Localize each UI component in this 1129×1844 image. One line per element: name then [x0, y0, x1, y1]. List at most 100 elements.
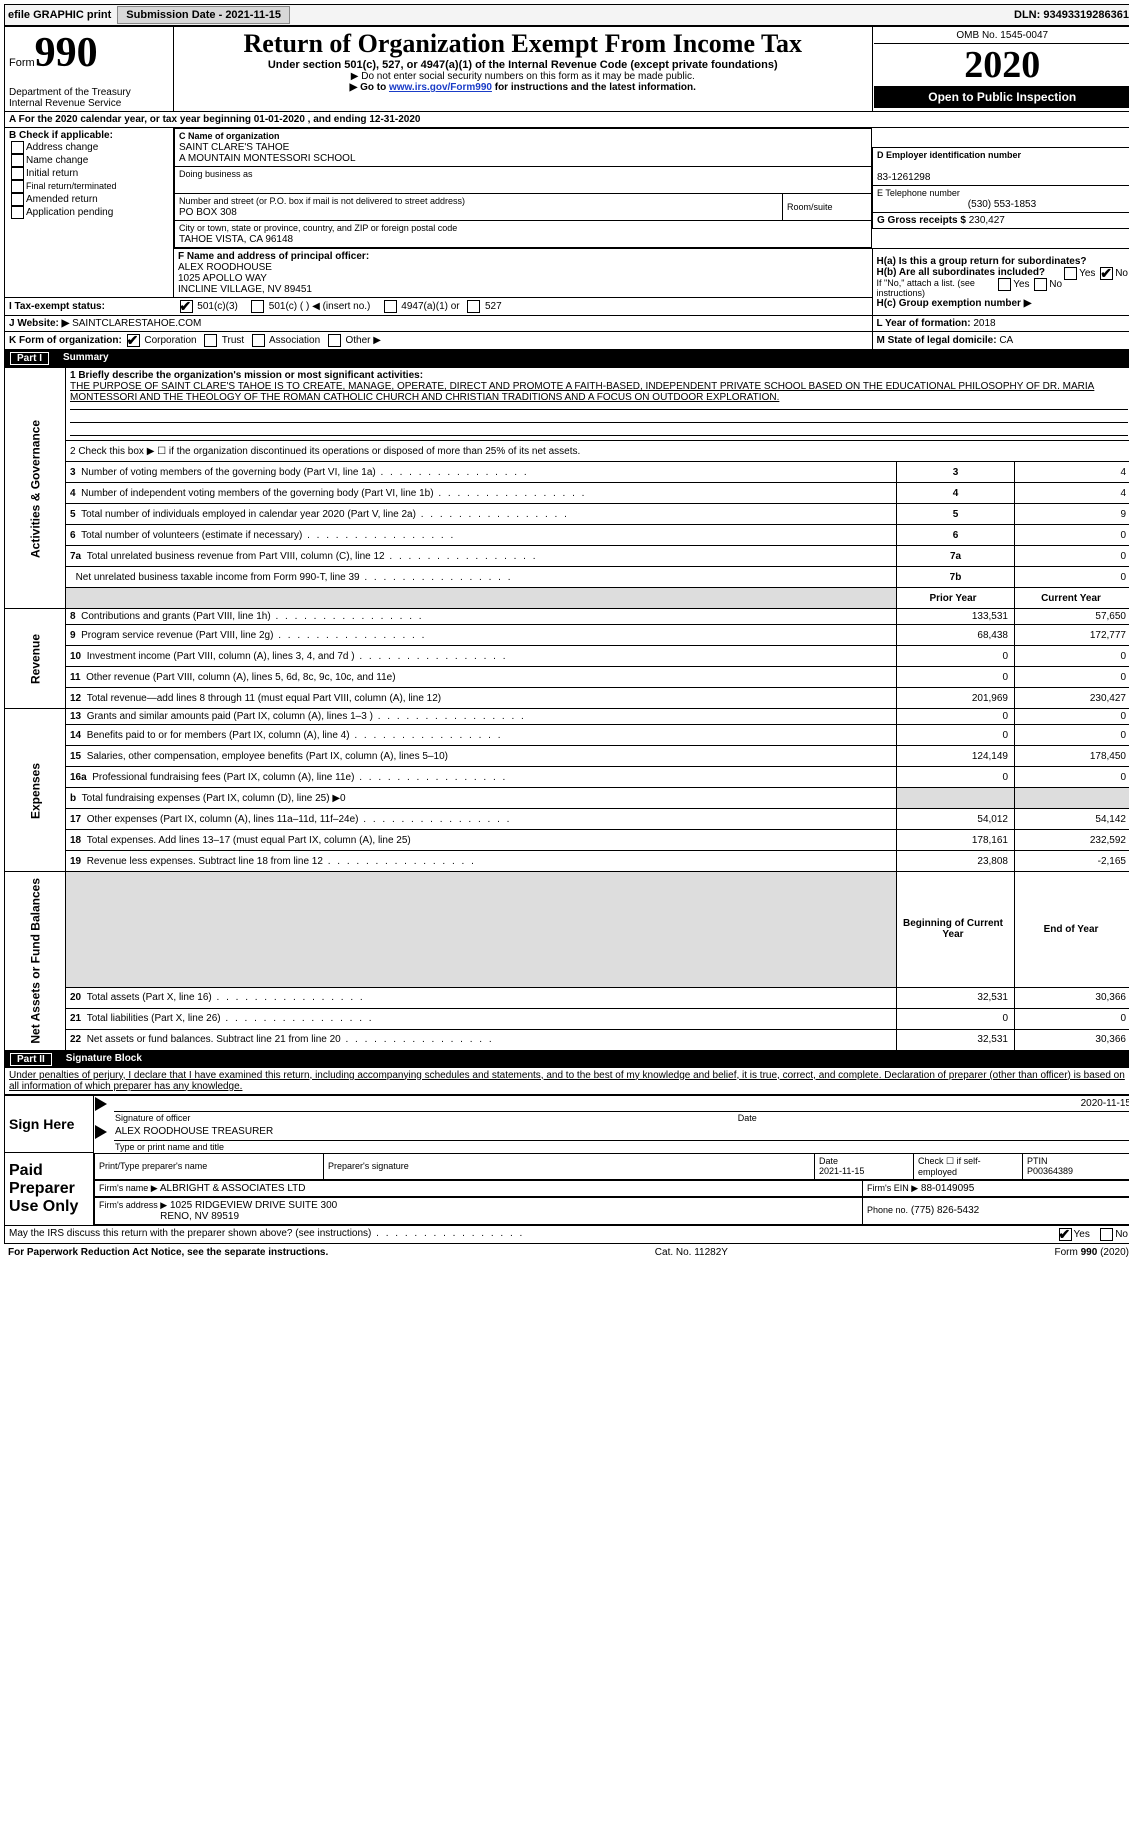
- row-desc: Number of independent voting members of …: [81, 488, 586, 499]
- chk-trust[interactable]: [204, 334, 217, 347]
- opt-corp: Corporation: [144, 335, 196, 346]
- part2-num: Part II: [10, 1053, 52, 1066]
- row-current: 0: [1015, 709, 1129, 725]
- chk-initial-return[interactable]: Initial return: [9, 167, 169, 180]
- col-begin: Beginning of Current Year: [897, 872, 1015, 988]
- firm-name: ALBRIGHT & ASSOCIATES LTD: [160, 1183, 306, 1194]
- row-desc: Grants and similar amounts paid (Part IX…: [87, 711, 526, 722]
- firm-ein-label: Firm's EIN ▶: [867, 1183, 918, 1193]
- sig-officer-label: Signature of officer: [114, 1112, 737, 1125]
- submission-date-button[interactable]: Submission Date - 2021-11-15: [117, 6, 290, 24]
- city-label: City or town, state or province, country…: [179, 223, 457, 233]
- row-num: 4: [70, 488, 76, 499]
- officer-name: ALEX ROODHOUSE: [178, 262, 272, 273]
- chk-label: Name change: [26, 155, 88, 166]
- opt-501c3: 501(c)(3): [197, 301, 238, 312]
- row-num: 5: [70, 509, 76, 520]
- chk-other[interactable]: [328, 334, 341, 347]
- row-desc: Total number of volunteers (estimate if …: [81, 530, 455, 541]
- footer-year: 2020: [1103, 1247, 1125, 1258]
- discuss-yes-checkbox[interactable]: [1059, 1228, 1072, 1241]
- chk-final-return[interactable]: Final return/terminated: [9, 180, 169, 193]
- chk-amended[interactable]: Amended return: [9, 193, 169, 206]
- row-desc: Benefits paid to or for members (Part IX…: [87, 730, 503, 741]
- row-desc: Total unrelated business revenue from Pa…: [87, 551, 538, 562]
- chk-app-pending[interactable]: Application pending: [9, 206, 169, 219]
- exp-row: 18 Total expenses. Add lines 13–17 (must…: [5, 830, 1129, 851]
- box-d-label: D Employer identification number: [877, 150, 1021, 160]
- footer-form-num: 990: [1081, 1247, 1098, 1258]
- tax-year: 2020: [874, 44, 1129, 86]
- firm-addr2: RENO, NV 89519: [160, 1211, 239, 1222]
- prep-sig-label: Preparer's signature: [324, 1153, 815, 1179]
- net-row: 22 Net assets or fund balances. Subtract…: [5, 1029, 1129, 1050]
- row-current: 0: [1015, 725, 1129, 746]
- instr-goto: ▶ Go to www.irs.gov/Form990 for instruct…: [178, 82, 868, 93]
- row-num: 8: [70, 611, 76, 622]
- yes-label: Yes: [1079, 268, 1095, 279]
- chk-501c[interactable]: [251, 300, 264, 313]
- exp-row: 15 Salaries, other compensation, employe…: [5, 746, 1129, 767]
- chk-501c3[interactable]: [180, 300, 193, 313]
- row-desc: Salaries, other compensation, employee b…: [87, 751, 448, 762]
- exp-row-16b: b Total fundraising expenses (Part IX, c…: [5, 788, 1129, 809]
- prep-date: 2021-11-15: [819, 1166, 864, 1176]
- footer-right: Form 990 (2020): [1055, 1247, 1129, 1258]
- chk-label: Initial return: [26, 168, 78, 179]
- opt-527: 527: [485, 301, 502, 312]
- row-val: 0: [1015, 546, 1129, 567]
- row-box: 4: [897, 483, 1015, 504]
- dln-label: DLN: 93493319286361: [1014, 9, 1129, 21]
- irs-link[interactable]: www.irs.gov/Form990: [389, 82, 492, 93]
- rev-row: 11 Other revenue (Part VIII, column (A),…: [5, 667, 1129, 688]
- row-prior: 201,969: [897, 688, 1015, 709]
- chk-527[interactable]: [467, 300, 480, 313]
- no-label: No: [1115, 268, 1128, 279]
- chk-address-change[interactable]: Address change: [9, 141, 169, 154]
- firm-phone: (775) 826-5432: [911, 1205, 979, 1216]
- col-prior: Prior Year: [897, 588, 1015, 609]
- chk-assoc[interactable]: [252, 334, 265, 347]
- row-current: -2,165: [1015, 851, 1129, 872]
- row-box: 6: [897, 525, 1015, 546]
- prep-name-label: Print/Type preparer's name: [95, 1153, 324, 1179]
- form-number: Form990: [9, 29, 169, 77]
- chk-corp[interactable]: [127, 334, 140, 347]
- check-self-employed: Check ☐ if self-employed: [914, 1153, 1023, 1179]
- box-i-label: I Tax-exempt status:: [5, 298, 174, 316]
- row-num: 10: [70, 651, 81, 662]
- row-val: 4: [1015, 462, 1129, 483]
- exp-row: 14 Benefits paid to or for members (Part…: [5, 725, 1129, 746]
- row-desc: Total number of individuals employed in …: [81, 509, 569, 520]
- hb-yes-checkbox[interactable]: [998, 278, 1011, 291]
- page-footer: For Paperwork Reduction Act Notice, see …: [4, 1244, 1129, 1261]
- vtab-revenue: Revenue: [5, 609, 66, 709]
- part1-num: Part I: [10, 352, 49, 365]
- perjury-declaration: Under penalties of perjury, I declare th…: [4, 1068, 1129, 1095]
- no-label: No: [1049, 279, 1062, 290]
- ha-no-checkbox[interactable]: [1100, 267, 1113, 280]
- chk-4947[interactable]: [384, 300, 397, 313]
- gov-row: 4 Number of independent voting members o…: [5, 483, 1129, 504]
- box-g-label: G Gross receipts $: [877, 215, 966, 226]
- chk-label: Application pending: [26, 207, 113, 218]
- row-num: 18: [70, 835, 81, 846]
- paid-preparer-label: Paid Preparer Use Only: [5, 1153, 94, 1226]
- chk-label: Address change: [26, 142, 98, 153]
- row-val: 9: [1015, 504, 1129, 525]
- chk-name-change[interactable]: Name change: [9, 154, 169, 167]
- row-desc: Number of voting members of the governin…: [81, 467, 529, 478]
- ha-yes-checkbox[interactable]: [1064, 267, 1077, 280]
- row-desc: Total assets (Part X, line 16): [87, 992, 365, 1003]
- l1-mission-text: THE PURPOSE OF SAINT CLARE'S TAHOE IS TO…: [70, 381, 1094, 403]
- hb-no-checkbox[interactable]: [1034, 278, 1047, 291]
- row-desc: Net unrelated business taxable income fr…: [76, 572, 513, 583]
- row-prior: 0: [897, 667, 1015, 688]
- period-line-a: A For the 2020 calendar year, or tax yea…: [5, 112, 1129, 128]
- row-prior-shade: [897, 788, 1015, 809]
- sign-here-label: Sign Here: [5, 1095, 94, 1153]
- footer-mid: Cat. No. 11282Y: [655, 1247, 728, 1258]
- vtab-expenses: Expenses: [5, 709, 66, 872]
- dba-label: Doing business as: [179, 169, 253, 179]
- discuss-no-checkbox[interactable]: [1100, 1228, 1113, 1241]
